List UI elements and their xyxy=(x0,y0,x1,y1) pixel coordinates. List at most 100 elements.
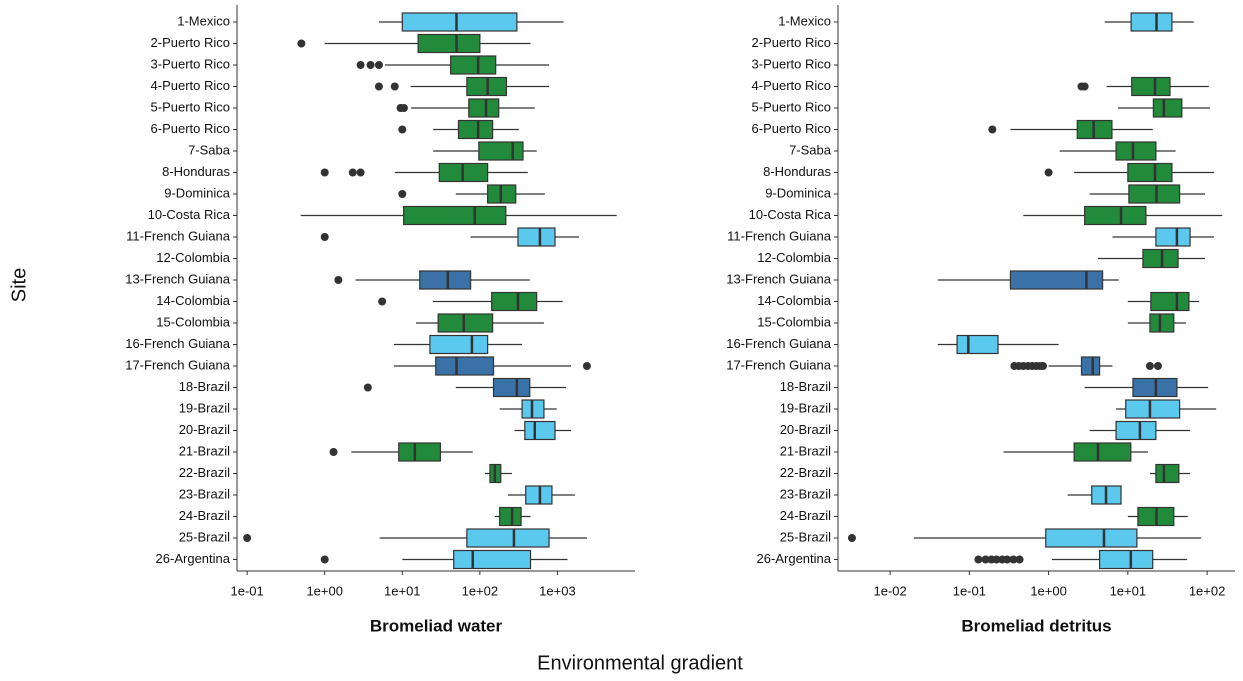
y-tick-label: 9-Dominica xyxy=(164,185,231,200)
box xyxy=(1128,184,1181,204)
box xyxy=(453,549,532,570)
outlier xyxy=(334,276,343,284)
x-tick-label: 1e+02 xyxy=(462,583,499,598)
y-tick-label: 25-Brazil xyxy=(780,529,831,544)
y-tick-label: 20-Brazil xyxy=(780,422,831,437)
y-tick-label: 21-Brazil xyxy=(780,443,831,458)
box xyxy=(429,334,489,355)
box xyxy=(478,141,524,161)
box xyxy=(499,506,522,527)
y-tick-label: 17-French Guiana xyxy=(125,357,231,372)
y-tick-label: 14-Colombia xyxy=(156,293,230,308)
y-tick-label: 16-French Guiana xyxy=(726,336,832,351)
outlier xyxy=(1003,555,1012,564)
box xyxy=(417,33,481,54)
box xyxy=(491,291,538,312)
box xyxy=(437,313,494,333)
outlier xyxy=(1039,362,1048,370)
y-tick-label: 25-Brazil xyxy=(179,529,230,544)
y-tick-label: 11-French Guiana xyxy=(727,228,832,243)
y-tick-label: 13-French Guiana xyxy=(726,271,832,286)
y-tick-label: 23-Brazil xyxy=(179,486,230,501)
outlier xyxy=(847,534,856,542)
y-tick-label: 1-Mexico xyxy=(177,13,230,28)
box xyxy=(1098,549,1154,570)
box xyxy=(1125,399,1181,419)
outlier xyxy=(1145,362,1154,370)
y-tick-label: 10-Costa Rica xyxy=(749,207,832,222)
box xyxy=(1131,76,1171,97)
box xyxy=(401,12,518,32)
y-tick-label: 5-Puerto Rico xyxy=(151,99,230,114)
y-tick-label: 9-Dominica xyxy=(765,185,832,200)
box xyxy=(1155,463,1180,484)
outlier xyxy=(1044,168,1053,177)
y-tick-label: 20-Brazil xyxy=(179,422,230,437)
y-tick-label: 15-Colombia xyxy=(156,314,230,329)
box xyxy=(466,528,550,548)
outlier xyxy=(243,534,252,542)
outlier xyxy=(398,190,407,198)
outlier xyxy=(329,448,338,456)
outlier xyxy=(1009,555,1018,564)
y-tick-label: 8-Honduras xyxy=(162,164,230,179)
outlier xyxy=(356,61,365,69)
box xyxy=(450,55,497,75)
outlier xyxy=(399,104,408,112)
y-tick-label: 16-French Guiana xyxy=(125,336,231,351)
y-tick-label: 2-Puerto Rico xyxy=(151,35,230,50)
box xyxy=(956,334,999,355)
box xyxy=(1155,227,1191,247)
y-tick-label: 3-Puerto Rico xyxy=(752,56,831,71)
outlier xyxy=(1015,555,1024,564)
y-tick-label: 22-Brazil xyxy=(780,465,831,480)
x-axis-label: Bromeliad water xyxy=(370,616,503,635)
x-tick-label: 1e+00 xyxy=(306,583,343,598)
y-tick-label: 4-Puerto Rico xyxy=(151,78,230,93)
y-tick-label: 13-French Guiana xyxy=(125,271,231,286)
x-tick-label: 1e+01 xyxy=(384,583,421,598)
box xyxy=(1084,205,1147,226)
box xyxy=(1115,420,1157,441)
y-tick-label: 2-Puerto Rico xyxy=(752,35,831,50)
x-axis-label: Bromeliad detritus xyxy=(961,616,1111,635)
y-tick-label: 18-Brazil xyxy=(179,379,230,394)
outlier xyxy=(320,555,329,564)
box xyxy=(398,442,442,462)
box xyxy=(1080,356,1101,376)
outlier xyxy=(378,297,387,306)
y-tick-label: 21-Brazil xyxy=(179,443,230,458)
outlier xyxy=(363,383,372,392)
outlier xyxy=(1153,362,1162,370)
outlier xyxy=(356,168,365,177)
outlier xyxy=(992,555,1001,564)
y-tick-label: 19-Brazil xyxy=(780,400,831,415)
outlier xyxy=(374,82,383,91)
y-tick-label: 12-Colombia xyxy=(757,250,831,265)
box xyxy=(1009,270,1104,290)
y-tick-label: 4-Puerto Rico xyxy=(752,78,831,93)
box xyxy=(524,420,556,441)
outlier xyxy=(320,233,329,241)
outlier xyxy=(374,61,383,69)
box xyxy=(1045,528,1138,548)
y-tick-label: 3-Puerto Rico xyxy=(151,56,230,71)
box xyxy=(457,119,494,140)
outlier xyxy=(366,61,375,69)
y-tick-label: 8-Honduras xyxy=(763,164,831,179)
y-tick-label: 26-Argentina xyxy=(757,551,832,566)
outlier xyxy=(981,555,990,564)
y-tick-label: 23-Brazil xyxy=(780,486,831,501)
x-tick-label: 1e+00 xyxy=(1030,583,1067,598)
y-tick-label: 7-Saba xyxy=(188,142,231,157)
y-tick-label: 26-Argentina xyxy=(156,551,231,566)
box xyxy=(468,98,500,118)
box xyxy=(1150,291,1190,312)
box xyxy=(1130,12,1173,32)
y-axis-title: Site xyxy=(8,268,30,302)
x-tick-label: 1e-01 xyxy=(953,583,986,598)
box xyxy=(517,227,556,247)
y-tick-label: 10-Costa Rica xyxy=(148,207,231,222)
box xyxy=(1073,442,1132,462)
